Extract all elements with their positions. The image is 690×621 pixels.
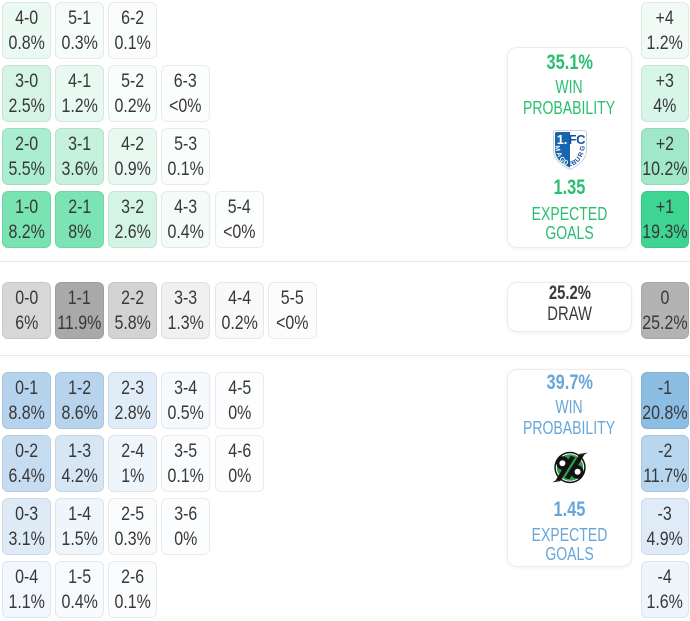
svg-text:D: D <box>561 159 569 168</box>
svg-text:A: A <box>554 151 562 158</box>
svg-text:R: R <box>577 151 585 158</box>
svg-text:FC: FC <box>568 132 586 147</box>
svg-text:G: G <box>579 145 587 151</box>
svg-text:U: U <box>574 156 583 164</box>
svg-text:1.: 1. <box>556 132 566 147</box>
svg-text:B: B <box>570 159 578 168</box>
svg-text:G: G <box>557 156 566 164</box>
svg-text:E: E <box>567 161 572 168</box>
svg-text:M: M <box>553 145 561 152</box>
